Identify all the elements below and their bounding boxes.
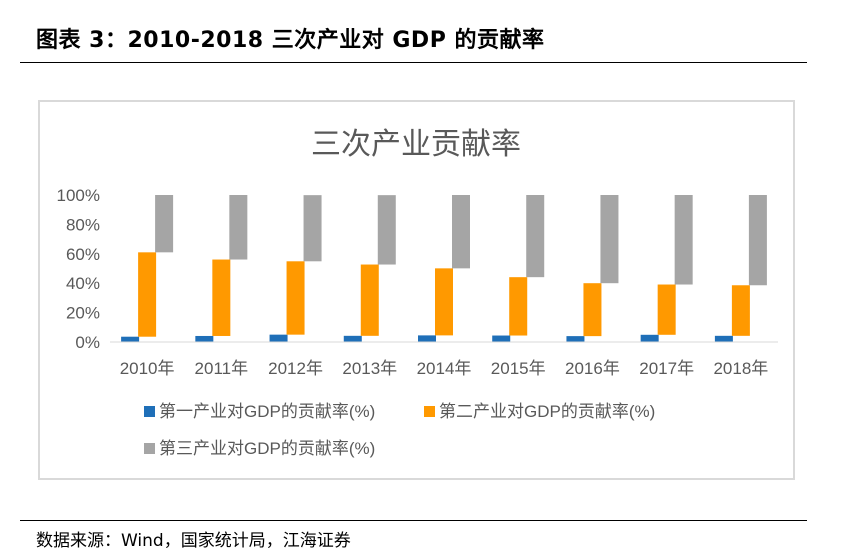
bar-tertiary [600,195,619,284]
bar-tertiary [303,195,322,262]
x-tick-label: 2016年 [565,359,620,378]
x-tick-label: 2015年 [491,359,546,378]
bar-secondary [138,252,157,337]
bar-secondary [657,284,676,335]
bar-secondary [509,277,528,336]
x-axis: 2010年 2011年 2012年 2013年 2014年 2015年 2016年 2017年… [110,341,778,378]
legend-swatch [144,443,155,454]
x-tick-label: 2014年 [417,359,472,378]
bar-tertiary [377,195,396,265]
bar-primary [269,334,288,342]
bars [121,195,767,342]
bar-primary [640,334,659,342]
bar-tertiary [452,195,470,269]
figure-title: 图表 3：2010-2018 三次产业对 GDP 的贡献率 [36,28,545,53]
legend-label: 第一产业对GDP的贡献率(%) [159,402,375,421]
bar-secondary [212,259,231,336]
legend-label: 第三产业对GDP的贡献率(%) [159,439,375,458]
y-tick-label: 60% [66,245,100,264]
bar-tertiary [674,195,693,285]
bar-primary [714,335,733,342]
y-tick-label: 100% [57,186,100,205]
legend-swatch [424,406,435,417]
x-tick-label: 2013年 [342,359,397,378]
y-tick-label: 40% [66,274,100,293]
bar-secondary [435,268,453,336]
x-tick-label: 2010年 [120,359,175,378]
legend-label: 第二产业对GDP的贡献率(%) [439,402,655,421]
bar-primary [566,336,585,342]
bar-primary [418,335,436,342]
legend: 第一产业对GDP的贡献率(%) 第二产业对GDP的贡献率(%) 第三产业对GDP的贡… [144,402,655,458]
x-tick-label: 2012年 [268,359,323,378]
bar-secondary [286,261,305,335]
y-axis: 0% 20% 40% 60% 80% 100% [57,186,100,352]
source-rule [20,520,807,521]
bar-secondary [731,285,750,336]
x-tick-label: 2018年 [713,359,768,378]
legend-swatch [144,406,155,417]
bar-tertiary [748,195,767,286]
y-tick-label: 0% [75,333,100,352]
y-tick-label: 20% [66,304,100,323]
source-note: 数据来源：Wind，国家统计局，江海证券 [36,531,351,551]
bar-tertiary [229,195,248,260]
bar-tertiary [526,195,545,278]
y-tick-label: 80% [66,215,100,234]
x-tick-label: 2017年 [639,359,694,378]
bar-primary [492,335,511,342]
bar-secondary [583,283,602,337]
title-rule [20,62,807,63]
chart-frame: 三次产业贡献率 0% 20% 40% 60% 80% 100% 2010年 2011年 201… [38,100,795,480]
bar-primary [343,335,362,342]
chart-title: 三次产业贡献率 [311,128,521,161]
chart-svg: 三次产业贡献率 0%20%40%60%80%100% 2010年 2011年 201… [57,128,778,458]
bar-secondary [360,264,379,336]
x-tick-label: 2011年 [195,359,249,378]
bar-primary [121,336,140,342]
bar-tertiary [155,195,174,253]
bar-primary [195,335,214,342]
